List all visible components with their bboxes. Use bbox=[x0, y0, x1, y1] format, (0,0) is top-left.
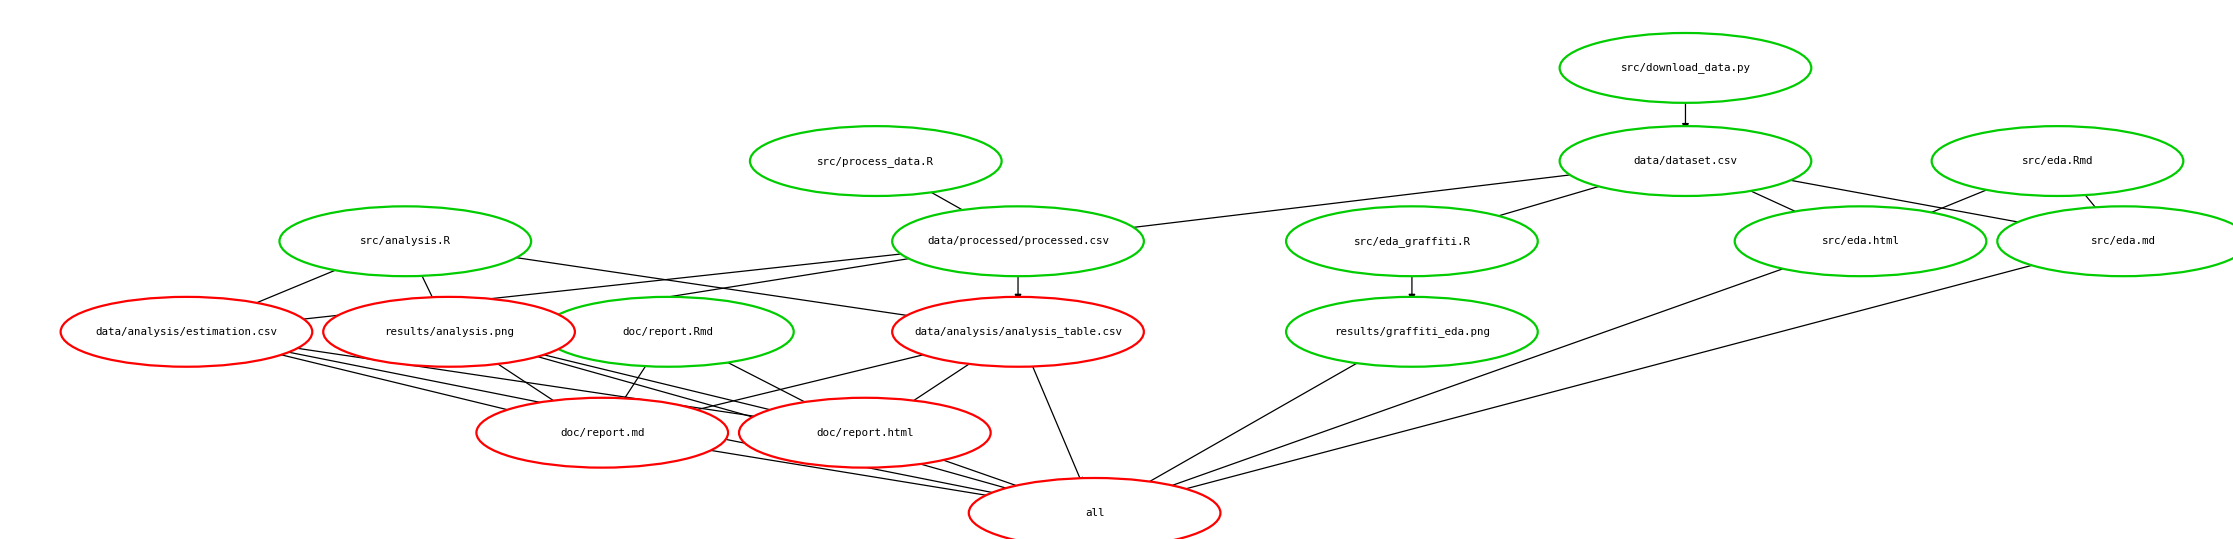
Ellipse shape bbox=[893, 297, 1143, 367]
Ellipse shape bbox=[324, 297, 574, 367]
Ellipse shape bbox=[476, 398, 728, 468]
Text: doc/report.md: doc/report.md bbox=[560, 428, 645, 438]
Ellipse shape bbox=[279, 206, 531, 276]
Text: data/dataset.csv: data/dataset.csv bbox=[1635, 156, 1737, 166]
Text: src/eda_graffiti.R: src/eda_graffiti.R bbox=[1353, 236, 1469, 247]
Text: data/processed/processed.csv: data/processed/processed.csv bbox=[927, 236, 1110, 246]
Ellipse shape bbox=[1286, 297, 1539, 367]
Ellipse shape bbox=[969, 478, 1221, 539]
Text: src/download_data.py: src/download_data.py bbox=[1621, 63, 1751, 73]
Text: doc/report.html: doc/report.html bbox=[815, 428, 913, 438]
Ellipse shape bbox=[1559, 126, 1811, 196]
Ellipse shape bbox=[543, 297, 793, 367]
Text: doc/report.Rmd: doc/report.Rmd bbox=[623, 327, 712, 337]
Ellipse shape bbox=[1559, 33, 1811, 103]
Text: all: all bbox=[1085, 508, 1105, 518]
Ellipse shape bbox=[60, 297, 313, 367]
Ellipse shape bbox=[750, 126, 1003, 196]
Ellipse shape bbox=[739, 398, 991, 468]
Ellipse shape bbox=[1735, 206, 1987, 276]
Text: results/graffiti_eda.png: results/graffiti_eda.png bbox=[1333, 326, 1489, 337]
Text: data/analysis/analysis_table.csv: data/analysis/analysis_table.csv bbox=[913, 326, 1121, 337]
Ellipse shape bbox=[1932, 126, 2184, 196]
Ellipse shape bbox=[893, 206, 1143, 276]
Ellipse shape bbox=[1996, 206, 2233, 276]
Ellipse shape bbox=[1286, 206, 1539, 276]
Text: src/process_data.R: src/process_data.R bbox=[817, 156, 933, 167]
Text: results/analysis.png: results/analysis.png bbox=[384, 327, 514, 337]
Text: src/analysis.R: src/analysis.R bbox=[360, 236, 451, 246]
Text: src/eda.html: src/eda.html bbox=[1822, 236, 1900, 246]
Text: src/eda.Rmd: src/eda.Rmd bbox=[2021, 156, 2092, 166]
Text: data/analysis/estimation.csv: data/analysis/estimation.csv bbox=[96, 327, 277, 337]
Text: src/eda.md: src/eda.md bbox=[2090, 236, 2155, 246]
